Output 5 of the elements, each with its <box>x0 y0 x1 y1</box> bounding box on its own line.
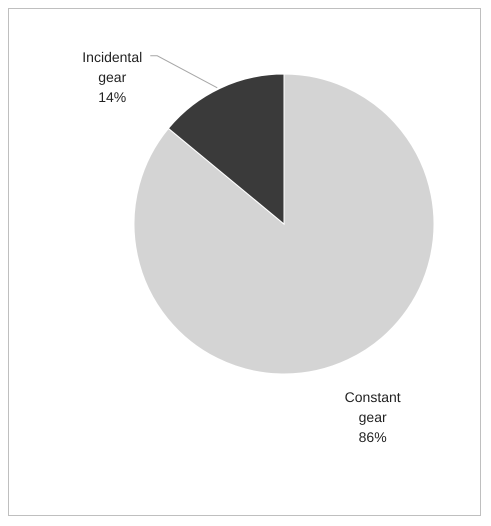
pie-slice <box>134 74 434 374</box>
slice-label: Incidental gear <box>82 48 142 85</box>
data-label: 14% <box>98 88 126 105</box>
slice-label: Constant gear <box>344 389 401 426</box>
data-label: 86% <box>358 429 387 446</box>
